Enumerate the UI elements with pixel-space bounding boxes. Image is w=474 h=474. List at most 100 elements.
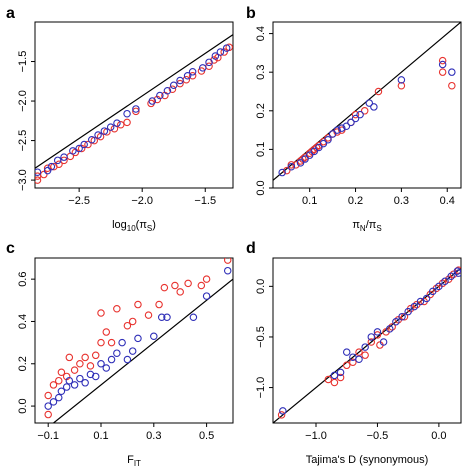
panel-c-point-red xyxy=(44,410,52,419)
panel-b-point-blue xyxy=(301,155,309,163)
panel-c-point-red xyxy=(223,258,232,264)
panel-d-point-blue xyxy=(435,282,443,291)
panel-d-plot-area xyxy=(273,266,461,423)
panel-c-point-red xyxy=(86,362,95,370)
panel-c-point-blue xyxy=(150,332,158,341)
panel-a-point-red xyxy=(117,121,125,129)
panel-a-point-red xyxy=(220,48,228,56)
panel-a-point-blue xyxy=(183,72,192,80)
panel-b-point-red xyxy=(283,166,291,175)
panel-c-point-blue xyxy=(49,398,58,406)
panel-c-point-red xyxy=(184,279,192,288)
panel-c-point-red xyxy=(102,328,111,336)
panel-a-point-blue xyxy=(216,48,225,56)
panel-c-x-tick-label: −0.1 xyxy=(37,430,59,442)
panel-a-y-tick-label: −2.0 xyxy=(17,90,29,112)
panel-c-point-blue xyxy=(102,364,111,372)
panel-a-point-blue xyxy=(163,87,172,95)
panel-a-point-blue xyxy=(60,153,68,161)
panel-c-point-red xyxy=(134,300,142,309)
panel-c-point-blue xyxy=(202,292,211,300)
panel-b-point-blue xyxy=(351,114,360,123)
panel-a-x-axis-label: log10(πS) xyxy=(112,219,156,233)
panel-d-frame xyxy=(272,257,462,424)
panel-b-point-red xyxy=(397,81,406,90)
panel-c-y-tick-label: 0.2 xyxy=(17,356,29,371)
panel-b-point-blue xyxy=(324,135,332,144)
panel-b-point-red xyxy=(351,110,360,119)
panel-d-point-red xyxy=(355,348,363,356)
panel-c-point-red xyxy=(49,381,58,389)
panel-b-point-blue xyxy=(278,168,286,177)
panel-d-point-blue xyxy=(454,269,461,277)
panel-c-point-red xyxy=(81,353,89,362)
panel-a-point-blue xyxy=(113,119,121,127)
panel-c-point-red xyxy=(123,321,132,330)
panel-c-x-tick-label: 0.3 xyxy=(146,430,161,442)
panel-a: a −2.5 −2.0 −1.5 −3.0 −2.5 −2.0 −1.5 log10(πS) xyxy=(6,5,234,233)
panel-a-point-red xyxy=(182,75,191,84)
panel-b-frame xyxy=(272,21,462,189)
panel-b-point-blue xyxy=(296,159,305,167)
panel-d-point-blue xyxy=(392,318,400,326)
panel-a-reference-line xyxy=(35,34,233,169)
panel-d-y-tick-label: −1.0 xyxy=(255,377,267,399)
panel-c-point-blue xyxy=(81,379,89,387)
panel-d-point-red xyxy=(324,375,333,384)
panel-c-point-blue xyxy=(97,360,105,368)
panel-a-point-red xyxy=(84,140,92,149)
panel-b-point-red xyxy=(299,155,307,163)
panel-c-point-blue xyxy=(128,347,137,355)
panel-c-point-red xyxy=(171,281,179,290)
panel-d-point-red xyxy=(342,361,351,370)
panel-c-point-red xyxy=(65,353,74,362)
panel-b-point-blue xyxy=(287,163,296,171)
panel-d-point-blue xyxy=(373,328,382,336)
panel-c-point-blue xyxy=(163,313,171,321)
panel-c-point-blue xyxy=(44,402,52,410)
panel-b-point-red xyxy=(360,107,369,115)
panel-c-point-red xyxy=(107,338,116,347)
panel-a-point-blue xyxy=(80,140,88,149)
panel-c-point-red xyxy=(91,351,100,360)
panel-a-point-red xyxy=(188,72,197,80)
panel-c-point-blue xyxy=(91,372,100,381)
panel-a-y-tick-label: −1.5 xyxy=(17,51,29,73)
panel-b-y-tick-label: 0.1 xyxy=(255,142,267,157)
panel-b-x-tick-label: 0.3 xyxy=(394,195,409,207)
panel-d-point-red xyxy=(367,338,376,346)
panel-c-y-tick-label: 0.0 xyxy=(17,398,29,413)
panel-c-point-red xyxy=(202,275,211,283)
panel-a-x-tick-label: −2.0 xyxy=(131,195,153,207)
panel-a-point-red xyxy=(153,95,162,104)
panel-b-x-tick-label: 0.2 xyxy=(348,195,363,207)
panel-b-point-red xyxy=(374,87,383,96)
panel-b-y-tick-label: 0.4 xyxy=(255,26,267,41)
panel-d-point-blue xyxy=(428,287,437,296)
panel-c: c −0.1 0.1 0.3 0.5 0.0 0.2 0.4 0.6 FIT xyxy=(6,240,234,468)
panel-c-point-red xyxy=(97,338,105,347)
panel-c-point-red xyxy=(44,391,52,400)
panel-c-point-red xyxy=(70,366,79,374)
panel-d-letter: d xyxy=(246,240,256,257)
panel-c-point-red xyxy=(55,376,63,385)
panel-c-point-blue xyxy=(134,334,142,343)
panel-b-point-blue xyxy=(365,99,374,107)
panel-a-point-red xyxy=(123,118,131,127)
panel-d-point-blue xyxy=(336,368,345,377)
panel-a-point-blue xyxy=(88,136,96,144)
panel-a-point-blue xyxy=(123,109,131,118)
panel-a-point-red xyxy=(55,160,63,169)
panel-a-point-blue xyxy=(106,123,115,131)
panel-c-letter: c xyxy=(6,240,15,257)
panel-a-frame xyxy=(34,21,234,189)
panel-b-point-blue xyxy=(305,151,314,159)
panel-d-point-blue xyxy=(404,307,412,316)
panel-d-point-red xyxy=(330,378,339,387)
panel-d-point-red xyxy=(361,351,369,359)
panel-a-point-blue xyxy=(148,97,157,105)
panel-a-point-blue xyxy=(100,127,109,135)
panel-c-reference-line xyxy=(52,278,233,423)
